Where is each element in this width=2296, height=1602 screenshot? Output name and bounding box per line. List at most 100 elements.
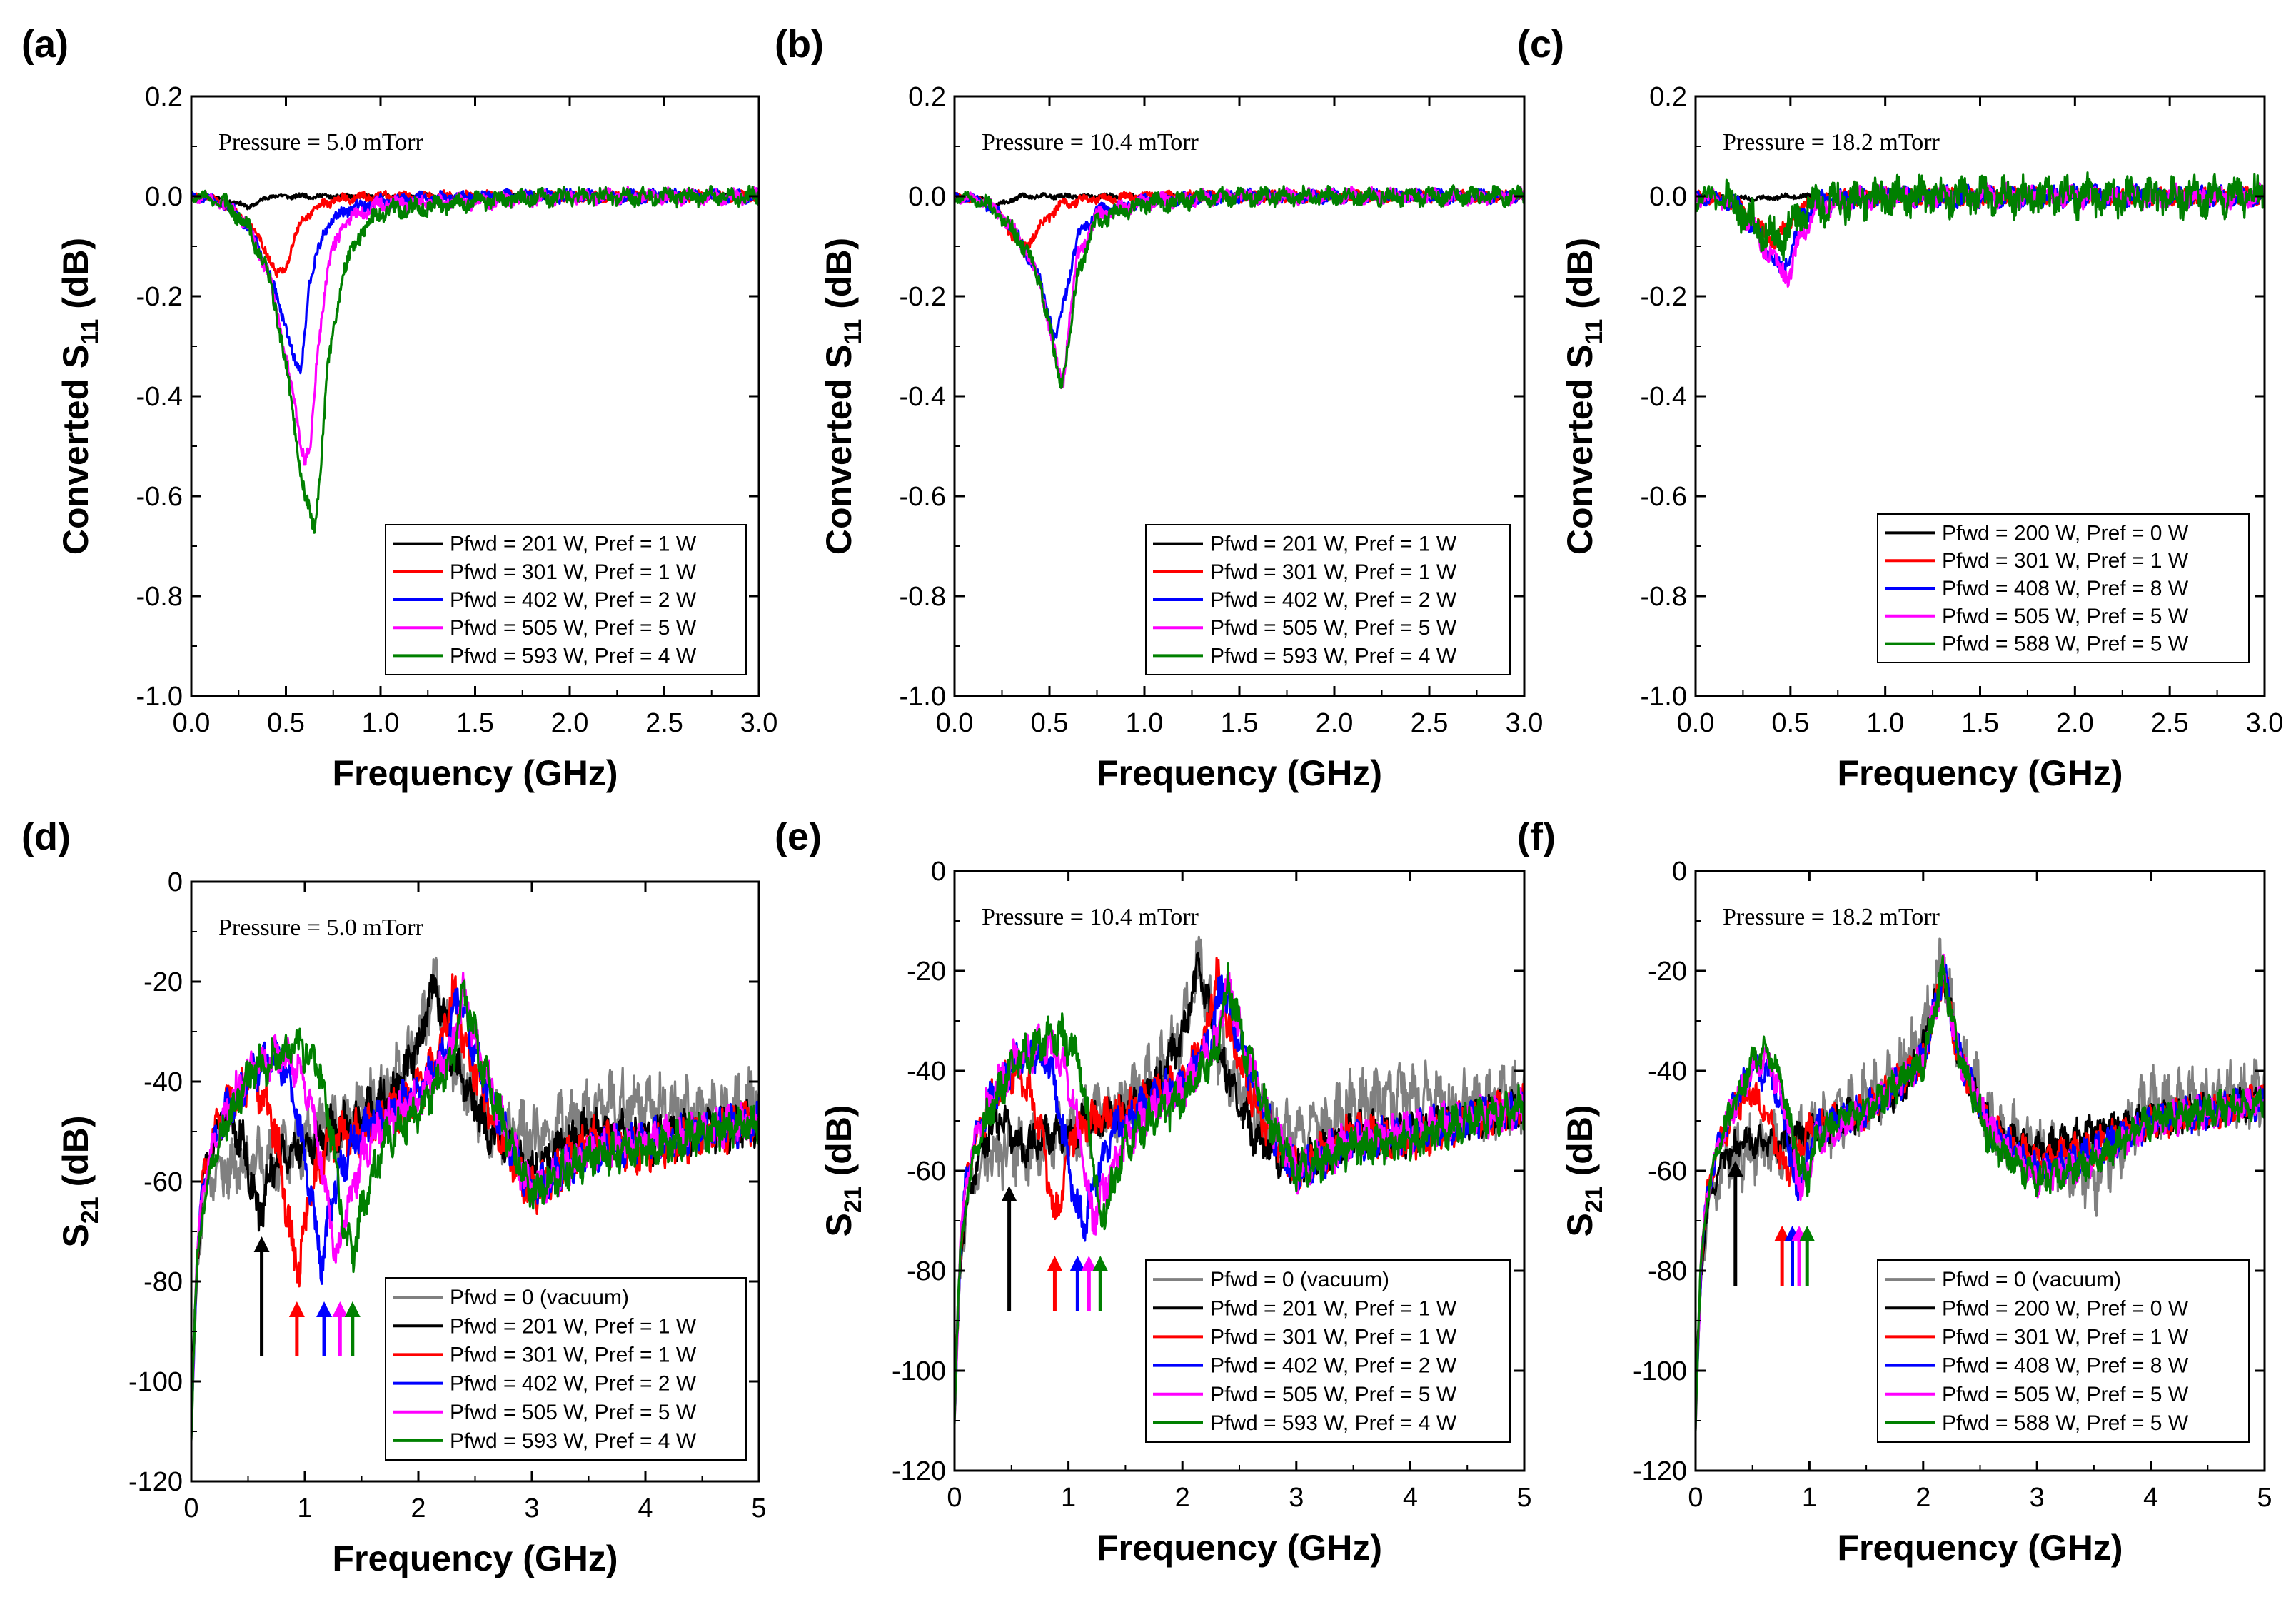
y-tick-label: -80 [907, 1256, 946, 1286]
y-tick-label: -0.8 [900, 582, 946, 612]
legend-entry: Pfwd = 505 W, Pref = 5 W [1210, 616, 1457, 640]
arrow-head [1081, 1256, 1097, 1271]
legend-entry: Pfwd = 593 W, Pref = 4 W [1210, 1411, 1457, 1435]
y-tick-label: -20 [907, 957, 946, 987]
x-tick-label: 5 [751, 1493, 766, 1523]
x-tick-label: 0.5 [267, 708, 305, 738]
y-axis-title-unit: (dB) [819, 238, 859, 319]
series-group [1696, 937, 2265, 1431]
panel-e: (e) 0 1 2 3 4 5 -120 -100 -80 -60 -40 -20 0 Frequency … [775, 815, 1532, 1568]
y-tick-label: -0.2 [136, 282, 183, 312]
y-axis-title-unit: (dB) [56, 1115, 96, 1197]
legend-entry: Pfwd = 505 W, Pref = 5 W [1942, 1383, 2189, 1406]
x-tick-label: 2.0 [1316, 708, 1354, 738]
arrow-head [1727, 1161, 1743, 1177]
series-line [191, 187, 759, 375]
pressure-annotation: Pressure = 10.4 mTorr [982, 129, 1199, 156]
panel-label: (b) [775, 23, 824, 66]
y-axis-title-sub: 11 [1581, 319, 1608, 345]
panel-f: (f) 0 1 2 3 4 5 -120 -100 -80 -60 -40 -20 0 Frequency … [1517, 815, 2272, 1568]
x-tick-label: 2.5 [2151, 708, 2189, 738]
legend-entry: Pfwd = 201 W, Pref = 1 W [450, 533, 697, 556]
panel-label: (a) [21, 23, 69, 66]
legend-entry: Pfwd = 505 W, Pref = 5 W [450, 616, 697, 640]
y-axis-title-sub: 21 [76, 1197, 104, 1224]
x-tick-label: 1.5 [1221, 708, 1259, 738]
legend-entry: Pfwd = 408 W, Pref = 8 W [1942, 1354, 2189, 1378]
legend-box [1145, 524, 1511, 675]
legend-entry: Pfwd = 200 W, Pref = 0 W [1942, 1296, 2189, 1320]
y-axis-title-main: Converted S [819, 345, 859, 555]
legend-entry: Pfwd = 301 W, Pref = 1 W [450, 1343, 697, 1366]
x-tick-label: 1.0 [1126, 708, 1164, 738]
x-tick-label: 1.5 [456, 708, 494, 738]
legend-entry: Pfwd = 201 W, Pref = 1 W [1210, 533, 1457, 556]
y-tick-label: 0.2 [908, 82, 946, 112]
panel-label: (f) [1517, 815, 1556, 858]
x-tick-label: 0.5 [1771, 708, 1809, 738]
x-tick-label: 0.0 [936, 708, 974, 738]
x-tick-label: 1.0 [1866, 708, 1904, 738]
y-tick-label: -0.8 [1641, 582, 1687, 612]
x-tick-label: 5 [2257, 1483, 2272, 1513]
legend-entry: Pfwd = 0 (vacuum) [1210, 1268, 1389, 1291]
series-line [955, 957, 1524, 1408]
legend-entry: Pfwd = 200 W, Pref = 0 W [1942, 521, 2189, 545]
legend-entry: Pfwd = 588 W, Pref = 5 W [1942, 1411, 2189, 1435]
x-tick-label: 5 [1516, 1483, 1531, 1513]
y-axis-title-sub: 21 [840, 1186, 867, 1213]
y-axis-title-unit: (dB) [1560, 1104, 1600, 1186]
x-tick-label: 2 [1175, 1483, 1190, 1513]
y-tick-label: -1.0 [1641, 682, 1687, 712]
legend-entry: Pfwd = 593 W, Pref = 4 W [450, 1429, 697, 1453]
x-tick-label: 3 [1289, 1483, 1304, 1513]
y-axis-title-unit: (dB) [1560, 238, 1600, 319]
y-axis-title-sub: 21 [1581, 1186, 1608, 1213]
y-tick-label: -0.6 [900, 482, 946, 512]
y-tick-label: -80 [144, 1267, 183, 1297]
x-tick-label: 4 [2143, 1483, 2158, 1513]
arrow-head [1092, 1256, 1109, 1271]
pressure-annotation: Pressure = 18.2 mTorr [1723, 129, 1940, 156]
y-axis-title-unit: (dB) [819, 1104, 859, 1186]
x-tick-label: 1 [1802, 1483, 1817, 1513]
arrow-head [316, 1301, 333, 1317]
y-tick-label: -120 [129, 1467, 183, 1497]
y-tick-label: -0.2 [1641, 282, 1687, 312]
legend-entry: Pfwd = 402 W, Pref = 2 W [1210, 588, 1457, 612]
x-axis-title: Frequency (GHz) [1837, 1528, 2123, 1568]
series-group [955, 184, 1524, 390]
y-tick-label: 0.2 [145, 82, 183, 112]
y-axis-title-unit: (dB) [56, 238, 96, 319]
y-axis-title-sub: 11 [76, 319, 104, 345]
arrow-head [288, 1301, 305, 1317]
y-tick-label: 0.0 [908, 182, 946, 212]
arrow-head [1774, 1226, 1791, 1241]
y-tick-label: -0.6 [136, 482, 183, 512]
legend-box [1877, 513, 2250, 663]
legend-entry: Pfwd = 0 (vacuum) [450, 1286, 629, 1309]
series-line [955, 186, 1524, 390]
series-line [955, 184, 1524, 389]
legend-box [385, 1277, 747, 1461]
y-tick-label: 0 [1672, 857, 1687, 887]
y-tick-label: -120 [892, 1456, 946, 1486]
y-tick-label: -60 [907, 1157, 946, 1187]
legend-entry: Pfwd = 588 W, Pref = 5 W [1942, 633, 2189, 656]
x-tick-label: 0 [1688, 1483, 1703, 1513]
y-tick-label: -0.4 [136, 382, 183, 412]
arrow-head [253, 1236, 270, 1252]
legend-entry: Pfwd = 301 W, Pref = 1 W [1942, 1325, 2189, 1349]
legend-entry: Pfwd = 505 W, Pref = 5 W [1210, 1383, 1457, 1406]
legend-box [385, 524, 747, 675]
y-tick-label: 0 [168, 867, 183, 897]
y-axis-title-sub: 11 [840, 319, 867, 345]
x-axis-title: Frequency (GHz) [1097, 1528, 1382, 1568]
legend-entry: Pfwd = 402 W, Pref = 2 W [1210, 1354, 1457, 1378]
arrow-head [332, 1301, 348, 1317]
legend-entry: Pfwd = 301 W, Pref = 1 W [1210, 1325, 1457, 1349]
pressure-annotation: Pressure = 10.4 mTorr [982, 904, 1199, 930]
y-tick-label: -120 [1633, 1456, 1687, 1486]
y-tick-label: -40 [1648, 1057, 1687, 1087]
